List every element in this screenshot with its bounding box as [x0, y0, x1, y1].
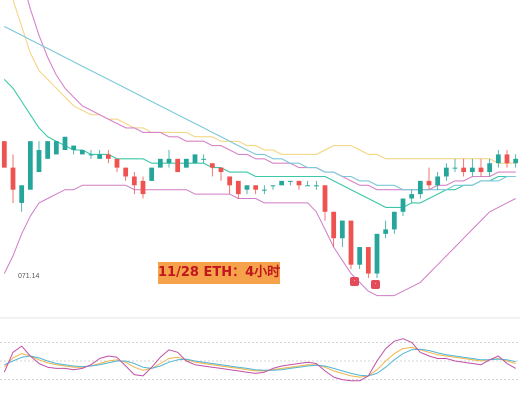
candle-body-28 — [244, 185, 250, 190]
candle-body-9 — [79, 150, 85, 155]
candle-body-49 — [426, 180, 432, 186]
candle-body-18 — [157, 158, 163, 168]
ma-long — [4, 26, 516, 191]
candle-body-13 — [114, 158, 120, 168]
candle-body-32 — [279, 180, 285, 186]
candle-body-0 — [1, 141, 7, 168]
candle-body-24 — [209, 163, 215, 168]
candle-body-41 — [357, 247, 363, 265]
candle-body-7 — [62, 136, 68, 150]
candle-body-2 — [19, 185, 25, 203]
candle-body-55 — [478, 167, 484, 173]
boll-upper — [12, 0, 516, 164]
candle-body-12 — [105, 154, 111, 159]
candle-body-42 — [365, 247, 371, 274]
candle-body-6 — [53, 141, 59, 155]
ma-mid — [3, 79, 516, 208]
candle-body-26 — [227, 176, 233, 186]
candle-body-45 — [391, 211, 397, 230]
candle-body-17 — [149, 167, 155, 181]
candle-body-3 — [27, 141, 33, 190]
candle-body-37 — [322, 185, 328, 212]
candle-body-44 — [383, 229, 389, 234]
candle-body-57 — [495, 154, 501, 164]
candle-body-10 — [88, 154, 94, 156]
candle-body-23 — [201, 158, 207, 160]
signal-marker-1[interactable]: · — [350, 277, 359, 286]
candle-body-52 — [452, 167, 458, 169]
candle-body-1 — [10, 167, 16, 190]
candlesticks — [1, 136, 519, 278]
candle-body-25 — [218, 167, 224, 173]
candle-body-19 — [166, 158, 172, 164]
ma-short — [27, 0, 516, 191]
candle-body-58 — [504, 154, 510, 164]
candle-body-20 — [175, 158, 181, 173]
signal-marker-2[interactable]: · — [371, 280, 380, 289]
candle-body-39 — [339, 220, 345, 239]
candle-body-53 — [461, 167, 467, 173]
candle-body-31 — [270, 185, 276, 187]
candle-body-22 — [192, 154, 198, 164]
osc-j-line — [3, 338, 516, 382]
candle-body-43 — [374, 233, 380, 274]
oscillator-lines — [3, 338, 516, 382]
candle-body-46 — [400, 198, 406, 212]
candle-body-27 — [235, 180, 241, 195]
candle-body-35 — [305, 185, 311, 187]
boll-lower — [3, 184, 516, 297]
low-price-label: 071.14 — [18, 273, 40, 280]
osc-d-line — [4, 348, 516, 377]
candle-body-50 — [435, 176, 441, 186]
oscillator-panel — [0, 341, 520, 381]
candle-body-15 — [131, 176, 137, 186]
candle-body-14 — [123, 167, 129, 177]
candle-body-40 — [348, 220, 354, 265]
candle-body-54 — [469, 167, 475, 173]
candle-body-8 — [71, 145, 77, 150]
candle-body-36 — [313, 185, 319, 187]
candle-body-48 — [417, 180, 423, 195]
candle-body-5 — [45, 141, 51, 159]
candle-body-29 — [253, 185, 259, 190]
candle-body-33 — [287, 180, 293, 182]
candle-body-56 — [487, 163, 493, 173]
candle-body-4 — [36, 150, 42, 173]
chart-caption: 11/28 ETH：4小时 — [158, 262, 280, 284]
candle-body-21 — [183, 158, 189, 168]
candle-body-16 — [140, 180, 146, 195]
candle-body-51 — [443, 167, 449, 177]
candle-body-47 — [409, 194, 415, 199]
bollinger-bands — [3, 0, 516, 297]
candle-body-38 — [331, 211, 337, 239]
candle-body-59 — [513, 158, 519, 164]
candle-body-11 — [97, 154, 103, 159]
candle-body-30 — [261, 189, 267, 191]
candle-body-34 — [296, 180, 302, 186]
moving-averages — [3, 0, 516, 208]
